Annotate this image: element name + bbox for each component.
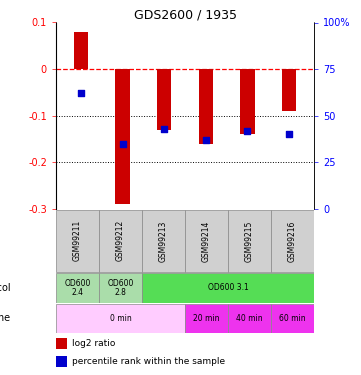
Text: OD600
2.8: OD600 2.8	[107, 279, 134, 297]
Point	[161, 126, 167, 132]
Text: 40 min: 40 min	[236, 314, 263, 323]
Text: GSM99211: GSM99211	[73, 220, 82, 261]
Bar	[282, 69, 296, 111]
Text: time: time	[0, 313, 11, 323]
FancyBboxPatch shape	[228, 304, 271, 333]
Text: OD600 3.1: OD600 3.1	[208, 284, 248, 292]
Point	[78, 90, 84, 96]
Text: GSM99212: GSM99212	[116, 220, 125, 261]
Point	[244, 128, 250, 134]
FancyBboxPatch shape	[99, 210, 142, 272]
Text: 60 min: 60 min	[279, 314, 306, 323]
FancyBboxPatch shape	[228, 210, 271, 272]
Bar	[74, 32, 88, 69]
FancyBboxPatch shape	[185, 210, 228, 272]
Text: OD600
2.4: OD600 2.4	[64, 279, 91, 297]
Point	[286, 131, 292, 137]
FancyBboxPatch shape	[185, 304, 228, 333]
Bar	[199, 69, 213, 144]
Text: GSM99216: GSM99216	[288, 220, 297, 261]
Bar	[56, 338, 67, 348]
FancyBboxPatch shape	[56, 273, 99, 303]
Text: percentile rank within the sample: percentile rank within the sample	[72, 357, 225, 366]
Text: 0 min: 0 min	[110, 314, 131, 323]
FancyBboxPatch shape	[142, 273, 314, 303]
Text: log2 ratio: log2 ratio	[72, 339, 116, 348]
Bar	[115, 69, 130, 204]
FancyBboxPatch shape	[142, 210, 185, 272]
FancyBboxPatch shape	[56, 210, 99, 272]
FancyBboxPatch shape	[271, 304, 314, 333]
Text: 20 min: 20 min	[193, 314, 220, 323]
Bar	[56, 356, 67, 367]
Point	[203, 137, 209, 143]
Text: GSM99214: GSM99214	[202, 220, 211, 261]
Bar	[240, 69, 255, 134]
Bar	[157, 69, 171, 130]
Point	[120, 141, 126, 147]
Text: GSM99213: GSM99213	[159, 220, 168, 261]
FancyBboxPatch shape	[99, 273, 142, 303]
Title: GDS2600 / 1935: GDS2600 / 1935	[134, 8, 236, 21]
Text: GSM99215: GSM99215	[245, 220, 254, 261]
Text: protocol: protocol	[0, 283, 11, 293]
FancyBboxPatch shape	[271, 210, 314, 272]
FancyBboxPatch shape	[56, 304, 185, 333]
